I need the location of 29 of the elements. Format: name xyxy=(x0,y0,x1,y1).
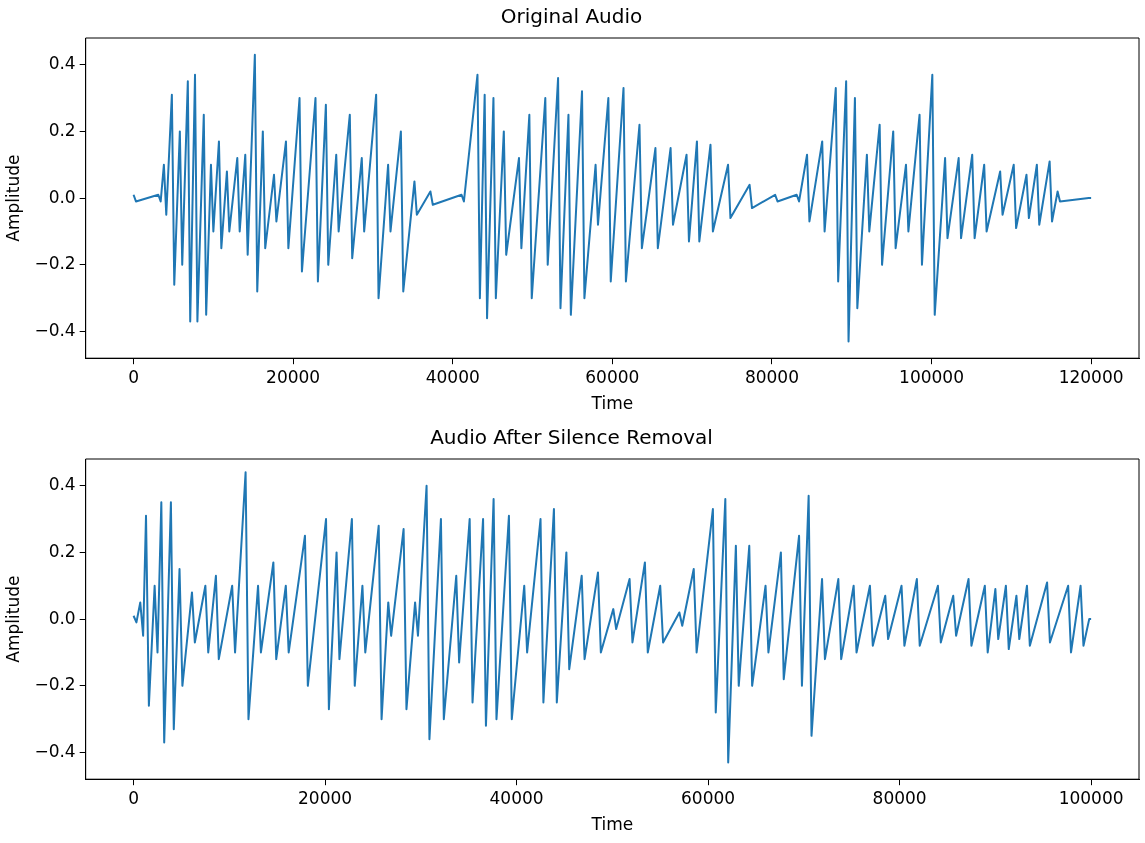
x-tick-label: 100000 xyxy=(899,366,964,387)
y-axis-title: Amplitude xyxy=(2,154,23,242)
y-tick-label: 0.4 xyxy=(48,474,76,495)
x-tick-label: 80000 xyxy=(744,366,799,387)
y-tick-label: −0.4 xyxy=(34,319,76,340)
y-tick-label: 0.2 xyxy=(48,540,76,561)
y-axis-title: Amplitude xyxy=(2,575,23,663)
y-tick-label: 0.0 xyxy=(48,186,76,207)
x-tick-label: 0 xyxy=(128,787,139,808)
x-tick-label: 120000 xyxy=(1058,366,1124,387)
x-tick-label: 0 xyxy=(128,366,139,387)
x-tick-label: 20000 xyxy=(266,366,321,387)
x-tick-label: 60000 xyxy=(585,366,640,387)
chart-title: Original Audio xyxy=(500,4,643,29)
y-tick-label: 0.0 xyxy=(48,607,76,628)
x-tick-label: 80000 xyxy=(872,787,927,808)
chart-title: Audio After Silence Removal xyxy=(430,425,713,450)
y-tick-label: −0.2 xyxy=(34,674,76,695)
y-tick-label: −0.2 xyxy=(34,253,76,274)
x-tick-label: 20000 xyxy=(298,787,353,808)
x-tick-label: 40000 xyxy=(425,366,480,387)
x-tick-label: 100000 xyxy=(1058,787,1124,808)
x-tick-label: 60000 xyxy=(681,787,736,808)
x-tick-label: 40000 xyxy=(489,787,544,808)
x-axis-title: Time xyxy=(590,393,634,414)
y-tick-label: 0.4 xyxy=(48,53,76,74)
y-tick-label: 0.2 xyxy=(48,119,76,140)
x-axis-title: Time xyxy=(590,814,634,835)
y-tick-label: −0.4 xyxy=(34,740,76,761)
